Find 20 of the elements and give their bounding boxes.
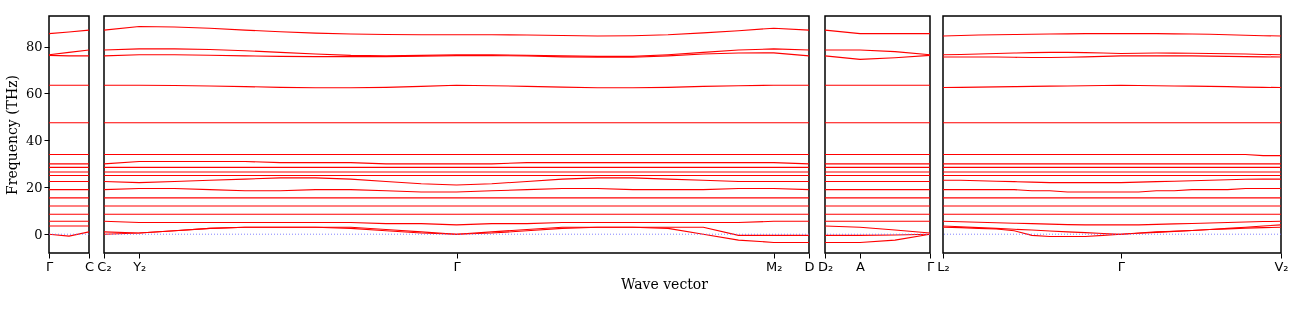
- y-tick-label: 40: [25, 132, 43, 148]
- x-tick-label: A: [856, 258, 866, 274]
- x-tick-label: Γ: [45, 258, 54, 274]
- x-tick-label: L₂: [937, 258, 950, 274]
- x-tick-label: D: [804, 258, 815, 274]
- y-tick-label: 60: [25, 85, 43, 101]
- x-tick-label: Γ: [926, 258, 935, 274]
- x-tick-label: V₂: [1274, 258, 1289, 274]
- y-tick-label: 20: [25, 179, 43, 195]
- x-tick-label: Γ: [453, 258, 462, 274]
- x-tick-label: C₂: [97, 258, 112, 274]
- y-tick-label: 0: [34, 226, 43, 242]
- x-tick-label: Γ: [1117, 258, 1126, 274]
- x-tick-label: D₂: [817, 258, 834, 274]
- y-axis-title: Frequency (THz): [3, 74, 20, 196]
- x-axis-title: Wave vector: [621, 275, 709, 292]
- x-tick-label: C: [84, 258, 95, 274]
- x-tick-label: Y₂: [132, 258, 147, 274]
- x-tick-label: M₂: [766, 258, 783, 274]
- y-tick-label: 80: [25, 39, 43, 54]
